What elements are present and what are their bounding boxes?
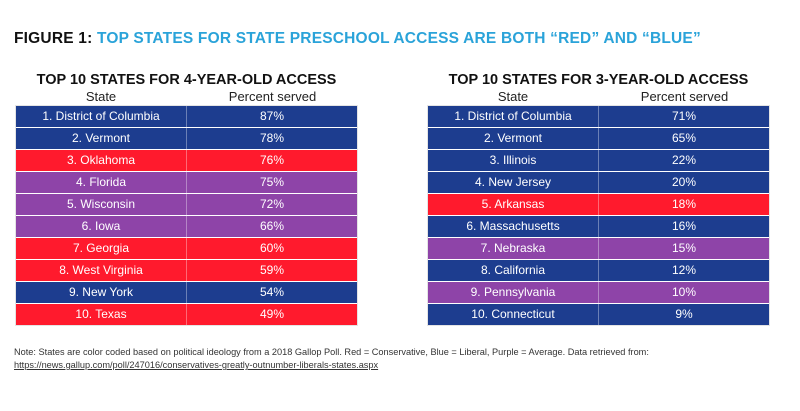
state-cell: 8. California xyxy=(428,260,599,281)
table-row: 6. Iowa 66% xyxy=(16,216,357,238)
footnote-text: Note: States are color coded based on po… xyxy=(14,347,649,357)
table-row: 1. District of Columbia 71% xyxy=(428,106,769,128)
table-row: 9. New York 54% xyxy=(16,282,357,304)
table-4yo: TOP 10 STATES FOR 4-YEAR-OLD ACCESS Stat… xyxy=(15,72,358,326)
percent-cell: 76% xyxy=(259,153,285,167)
state-cell: 3. Illinois xyxy=(428,150,599,171)
state-cell: 6. Iowa xyxy=(16,216,187,237)
percent-cell: 66% xyxy=(259,219,285,233)
table-row: 2. Vermont 65% xyxy=(428,128,769,150)
table-rows: 1. District of Columbia 71% 2. Vermont 65% 3… xyxy=(427,105,770,326)
table-rows: 1. District of Columbia 87% 2. Vermont 78% 3… xyxy=(15,105,358,326)
percent-cell: 72% xyxy=(259,197,285,211)
percent-cell: 10% xyxy=(671,285,697,299)
table-row: 4. New Jersey 20% xyxy=(428,172,769,194)
table-row: 1. District of Columbia 87% xyxy=(16,106,357,128)
state-cell: 3. Oklahoma xyxy=(16,150,187,171)
column-header-state: State xyxy=(85,89,117,104)
table-row: 8. California 12% xyxy=(428,260,769,282)
percent-cell: 16% xyxy=(671,219,697,233)
percent-cell: 78% xyxy=(259,131,285,145)
state-cell: 10. Texas xyxy=(16,304,187,325)
percent-cell: 18% xyxy=(671,197,697,211)
state-cell: 4. Florida xyxy=(16,172,187,193)
state-cell: 10. Connecticut xyxy=(428,304,599,325)
state-cell: 2. Vermont xyxy=(16,128,187,149)
table-row: 10. Texas 49% xyxy=(16,304,357,325)
percent-cell: 49% xyxy=(259,307,285,321)
percent-cell: 20% xyxy=(671,175,697,189)
state-cell: 7. Nebraska xyxy=(428,238,599,259)
table-row: 4. Florida 75% xyxy=(16,172,357,194)
table-row: 2. Vermont 78% xyxy=(16,128,357,150)
table-title: TOP 10 STATES FOR 3-YEAR-OLD ACCESS xyxy=(448,72,749,88)
column-header-percent: Percent served xyxy=(640,89,729,104)
percent-cell: 71% xyxy=(671,109,697,123)
table-row: 6. Massachusetts 16% xyxy=(428,216,769,238)
state-cell: 1. District of Columbia xyxy=(428,106,599,127)
column-header-state: State xyxy=(497,89,529,104)
table-row: 10. Connecticut 9% xyxy=(428,304,769,325)
table-row: 8. West Virginia 59% xyxy=(16,260,357,282)
state-cell: 4. New Jersey xyxy=(428,172,599,193)
percent-cell: 87% xyxy=(259,109,285,123)
state-cell: 5. Wisconsin xyxy=(16,194,187,215)
source-link[interactable]: https://news.gallup.com/poll/247016/cons… xyxy=(14,360,379,370)
table-3yo: TOP 10 STATES FOR 3-YEAR-OLD ACCESS Stat… xyxy=(427,72,770,326)
table-row: 3. Illinois 22% xyxy=(428,150,769,172)
percent-cell: 59% xyxy=(259,263,285,277)
state-cell: 1. District of Columbia xyxy=(16,106,187,127)
percent-cell: 54% xyxy=(259,285,285,299)
table-header: State Percent served xyxy=(427,88,770,105)
table-header: State Percent served xyxy=(15,88,358,105)
table-title: TOP 10 STATES FOR 4-YEAR-OLD ACCESS xyxy=(36,72,337,88)
percent-cell: 60% xyxy=(259,241,285,255)
table-row: 5. Wisconsin 72% xyxy=(16,194,357,216)
table-row: 7. Nebraska 15% xyxy=(428,238,769,260)
figure-title-text: TOP STATES FOR STATE PRESCHOOL ACCESS AR… xyxy=(96,30,701,47)
figure-title: FIGURE 1: TOP STATES FOR STATE PRESCHOOL… xyxy=(14,30,701,48)
state-cell: 9. New York xyxy=(16,282,187,303)
table-row: 9. Pennsylvania 10% xyxy=(428,282,769,304)
state-cell: 5. Arkansas xyxy=(428,194,599,215)
figure-label: FIGURE 1: xyxy=(14,30,93,47)
state-cell: 8. West Virginia xyxy=(16,260,187,281)
state-cell: 6. Massachusetts xyxy=(428,216,599,237)
table-row: 3. Oklahoma 76% xyxy=(16,150,357,172)
percent-cell: 12% xyxy=(671,263,697,277)
state-cell: 7. Georgia xyxy=(16,238,187,259)
state-cell: 2. Vermont xyxy=(428,128,599,149)
percent-cell: 9% xyxy=(675,307,693,321)
footnote: Note: States are color coded based on po… xyxy=(14,346,789,372)
state-cell: 9. Pennsylvania xyxy=(428,282,599,303)
percent-cell: 22% xyxy=(671,153,697,167)
percent-cell: 15% xyxy=(671,241,697,255)
column-header-percent: Percent served xyxy=(228,89,317,104)
table-row: 7. Georgia 60% xyxy=(16,238,357,260)
table-row: 5. Arkansas 18% xyxy=(428,194,769,216)
percent-cell: 65% xyxy=(671,131,697,145)
percent-cell: 75% xyxy=(259,175,285,189)
